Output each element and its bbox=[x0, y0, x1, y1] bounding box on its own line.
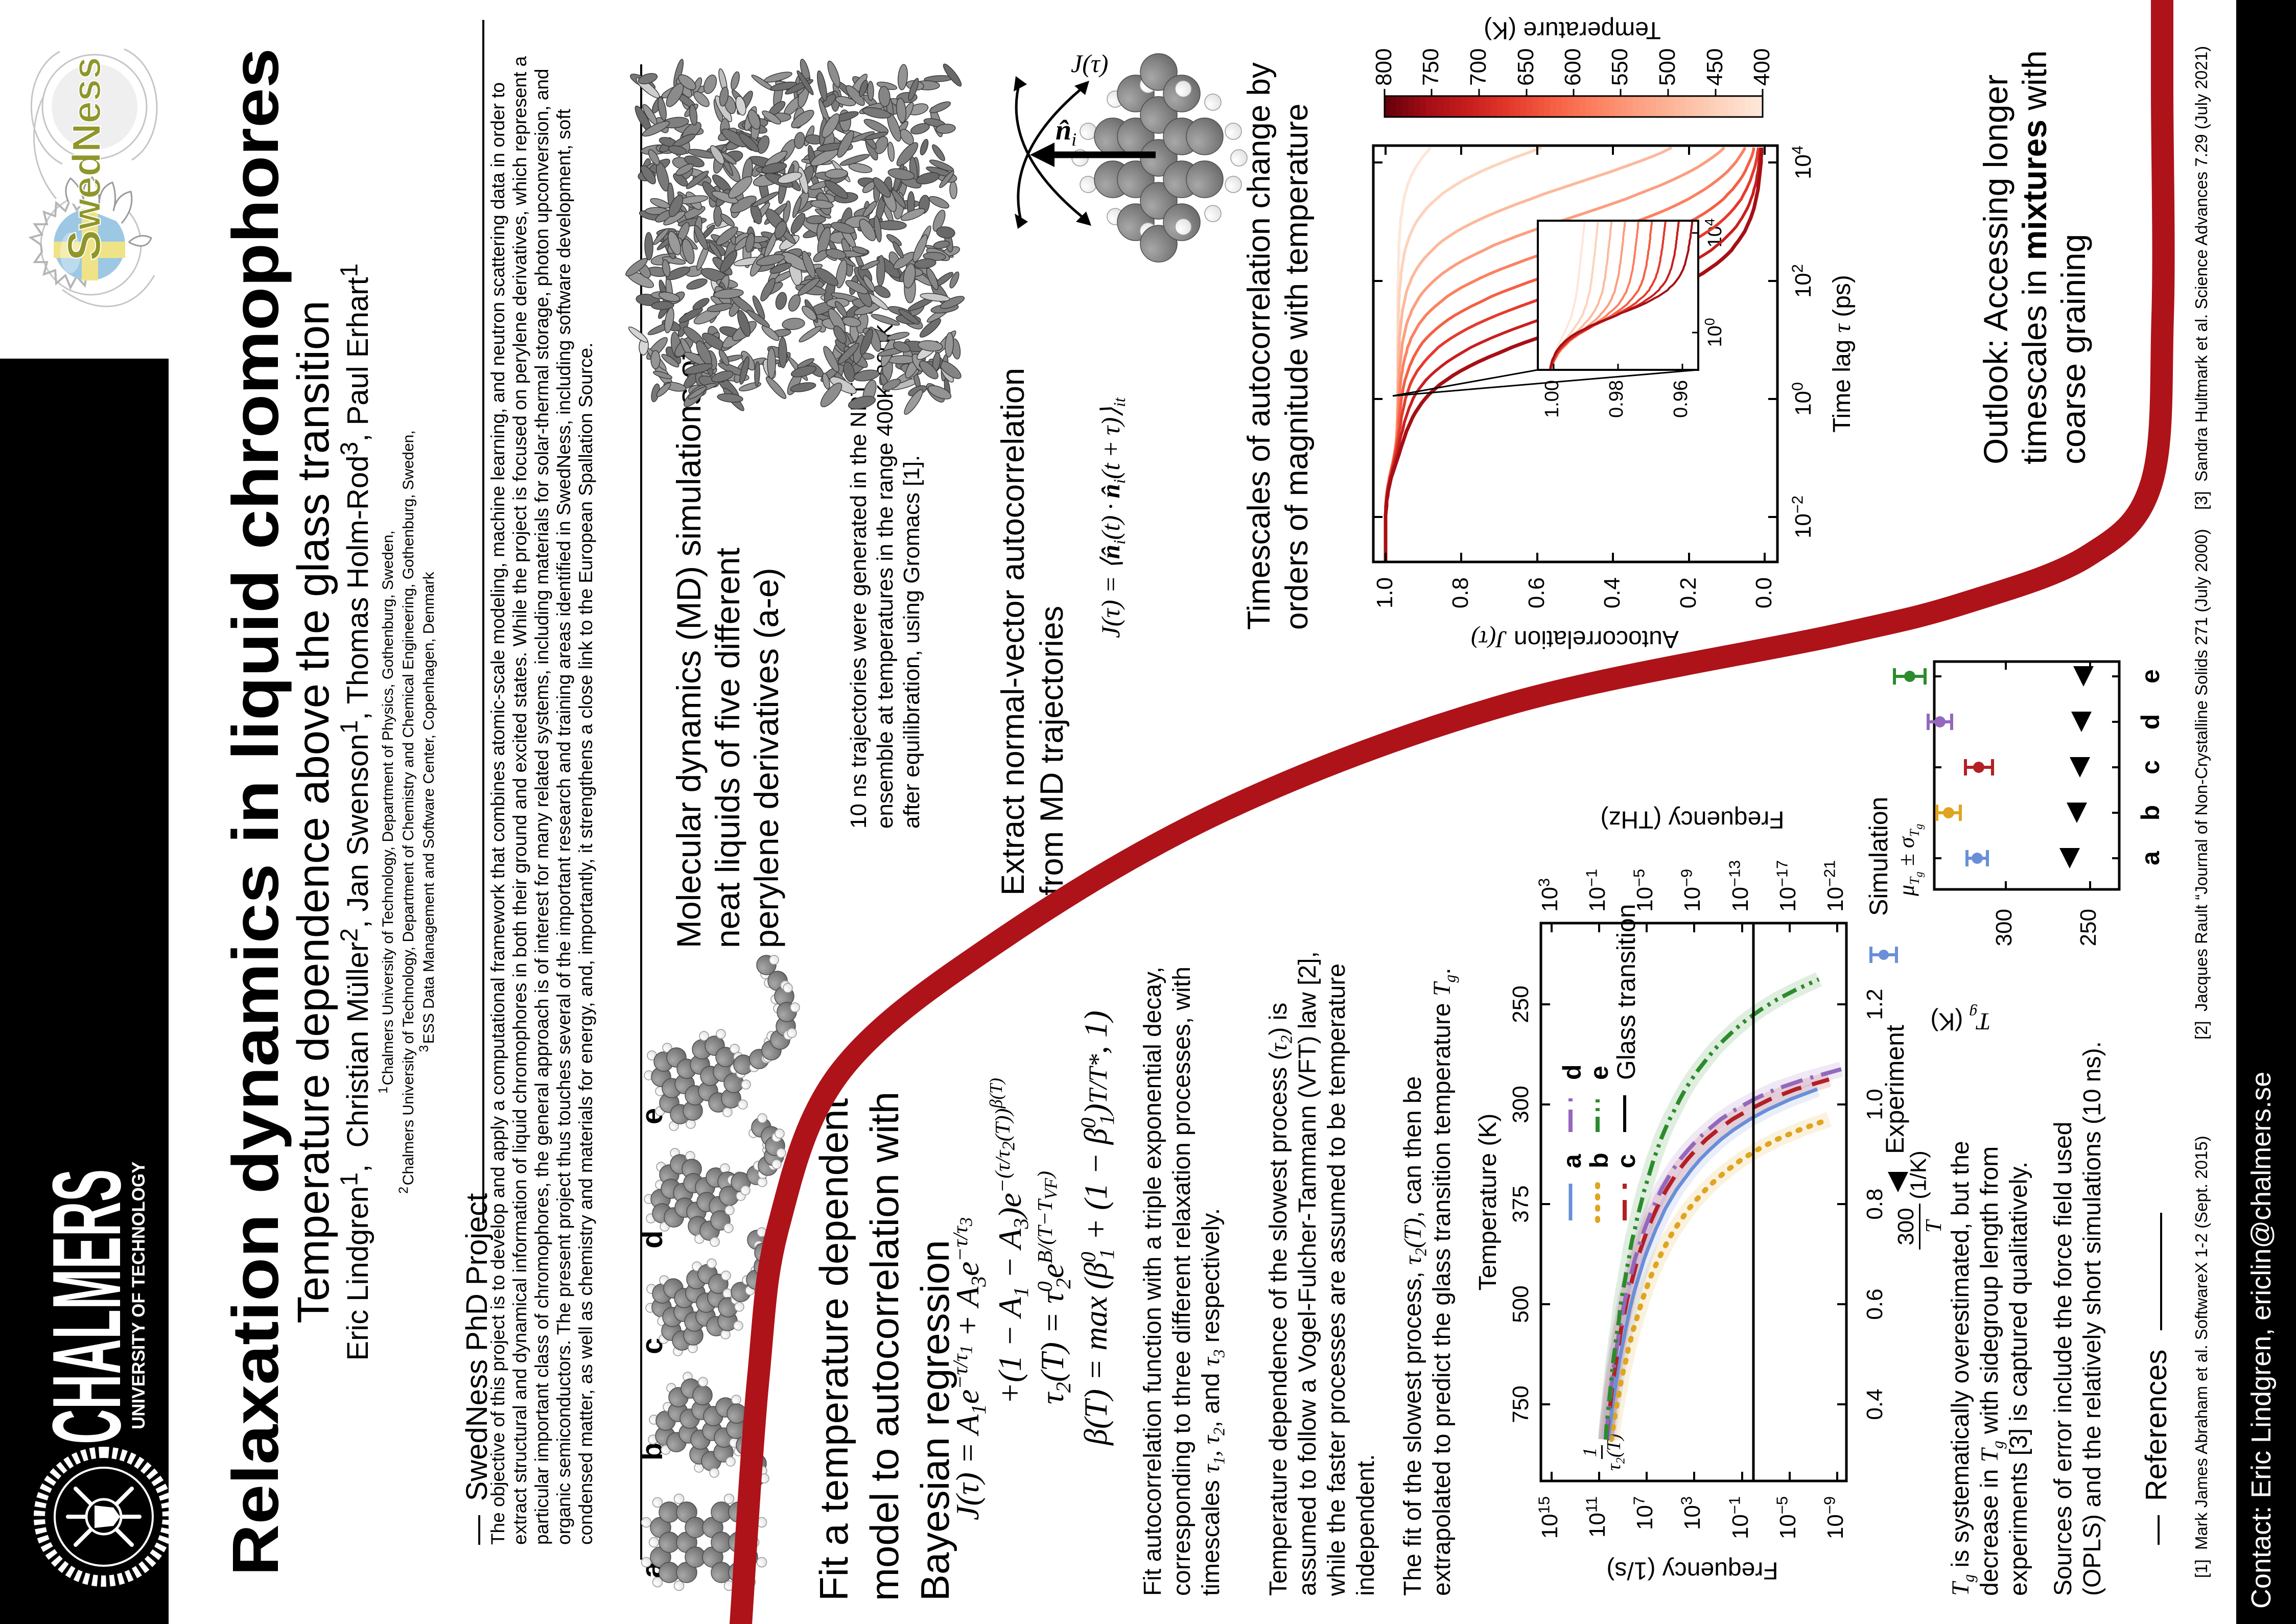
svg-text:SwedNess: SwedNess bbox=[58, 57, 110, 261]
